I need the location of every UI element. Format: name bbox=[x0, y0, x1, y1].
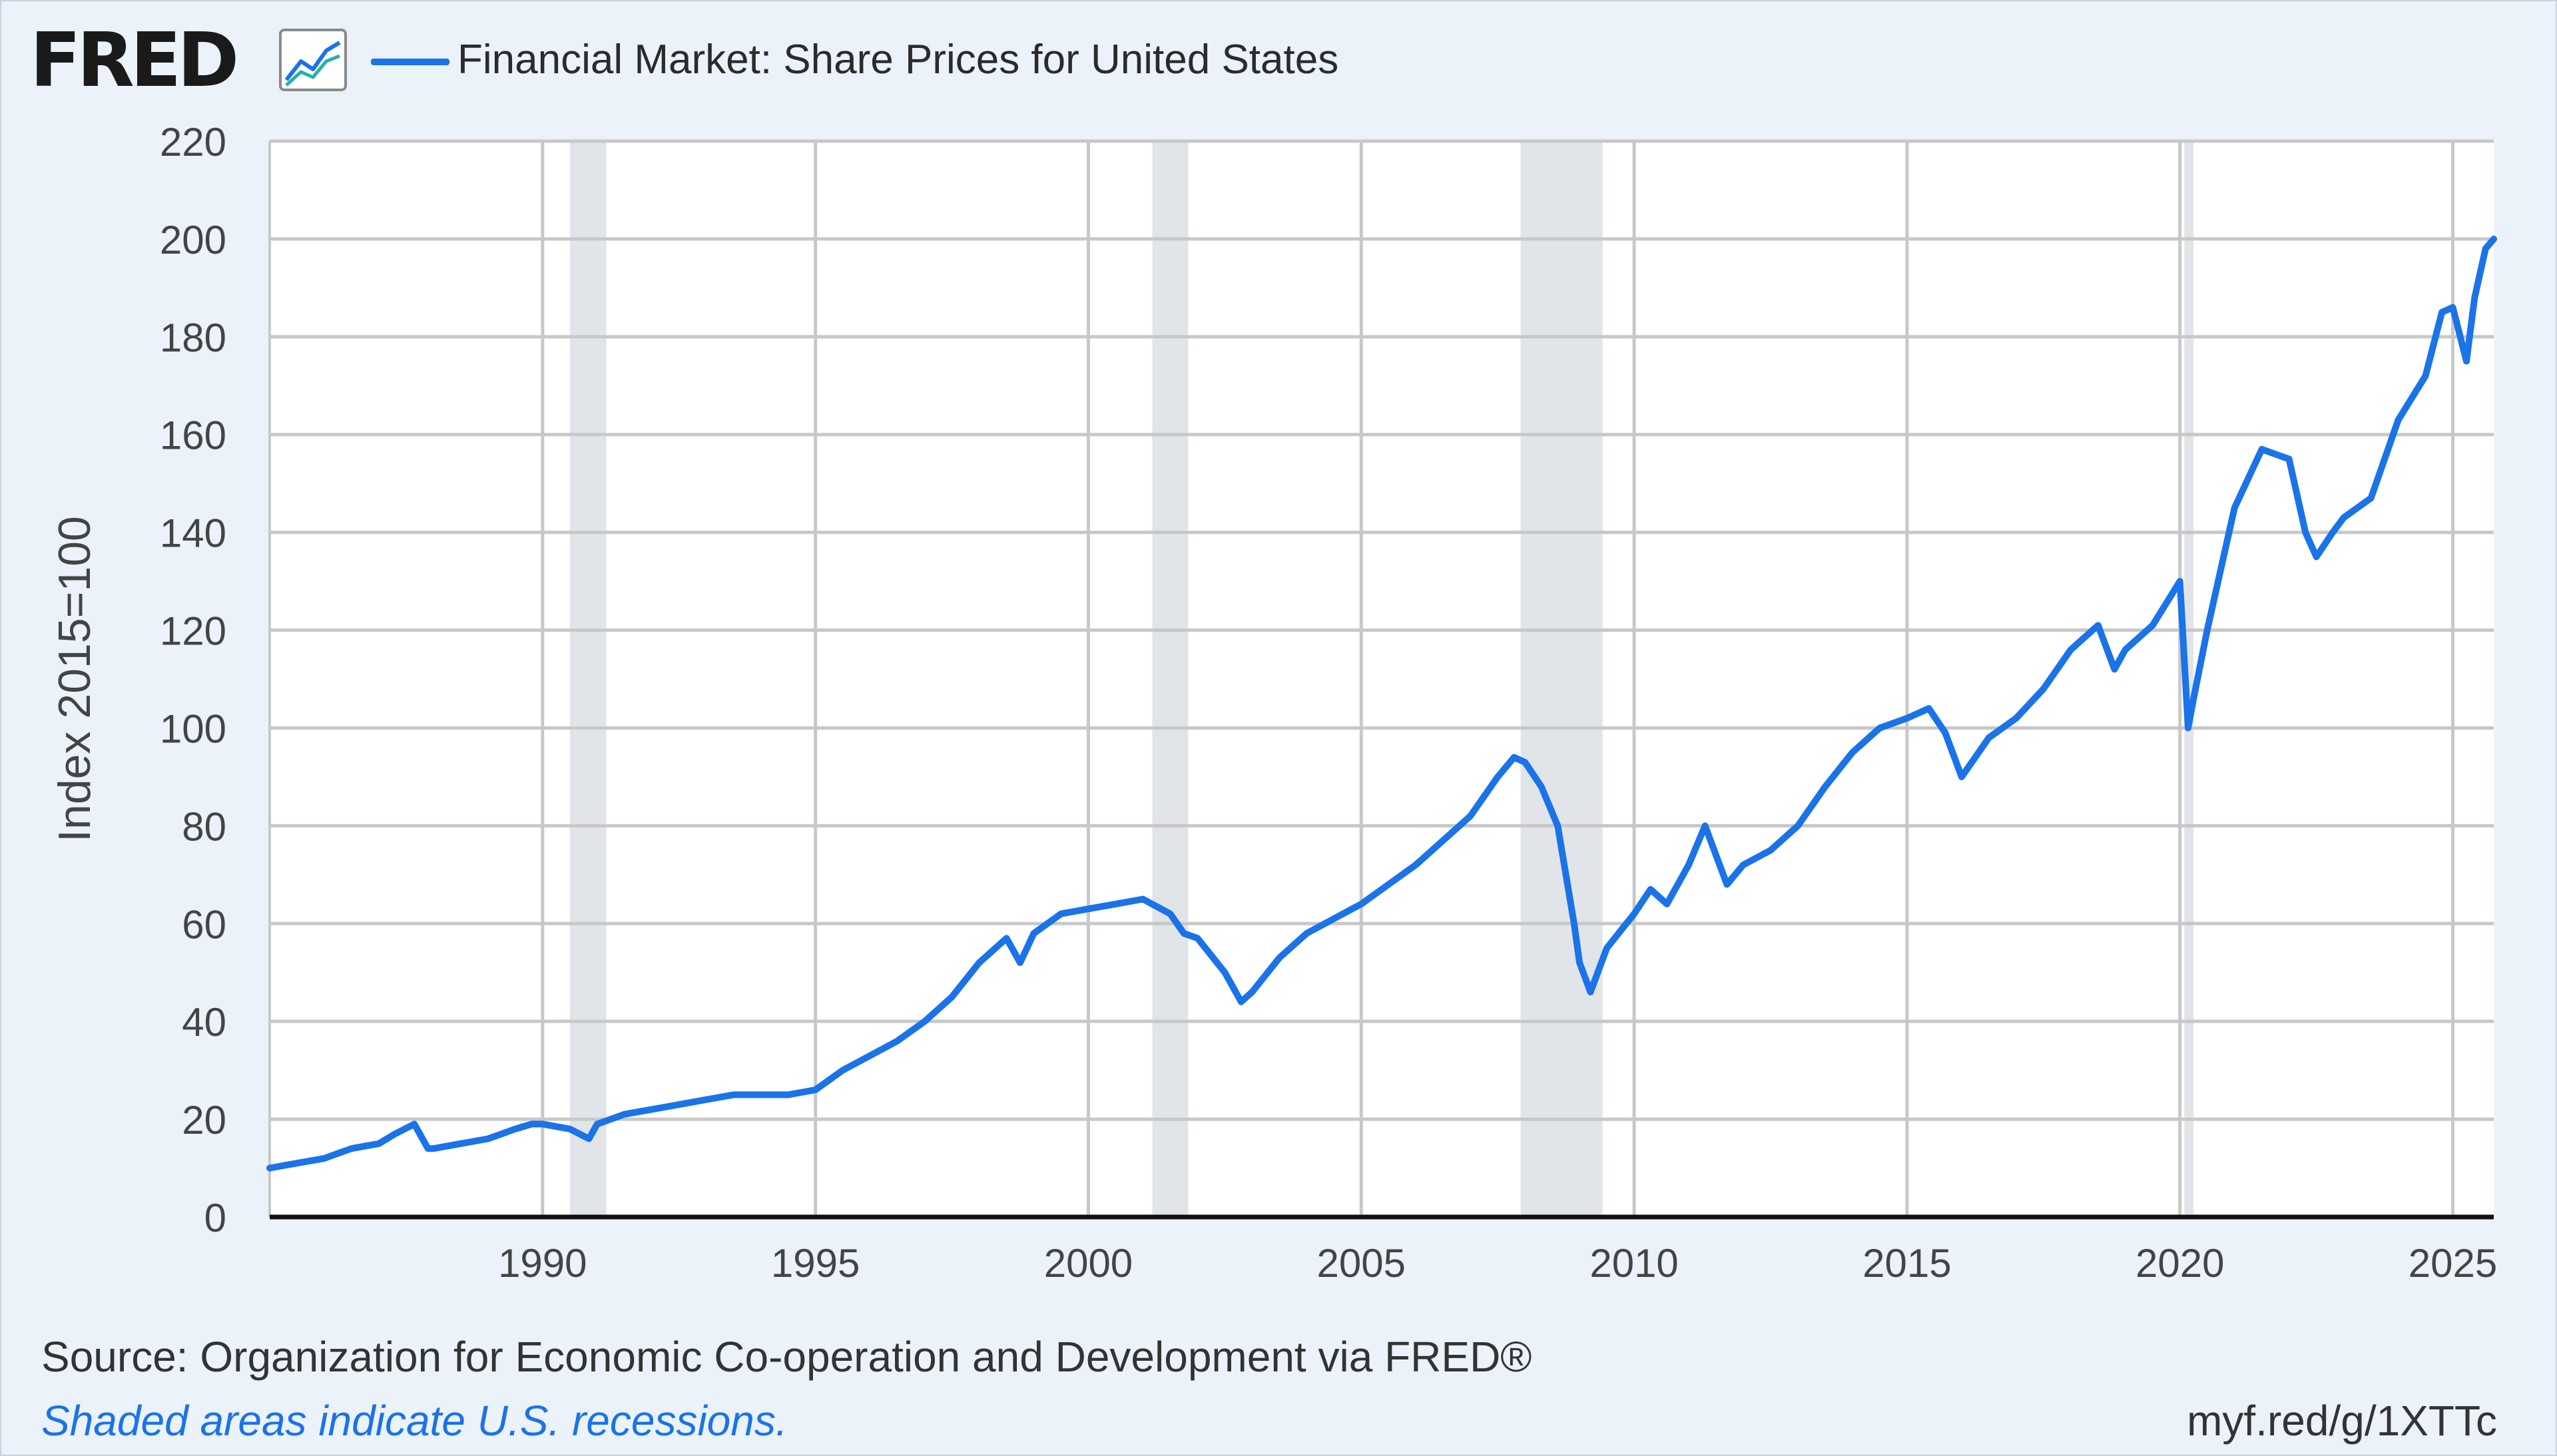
y-tick-label: 60 bbox=[182, 902, 226, 947]
series-line bbox=[266, 235, 2497, 1172]
x-tick-label: 2020 bbox=[2135, 1241, 2224, 1286]
y-tick-label: 20 bbox=[182, 1098, 226, 1142]
x-tick-label: 1990 bbox=[498, 1241, 587, 1286]
y-tick-label: 140 bbox=[160, 511, 226, 556]
recession-note: Shaded areas indicate U.S. recessions. bbox=[41, 1397, 788, 1445]
y-tick-label: 180 bbox=[160, 316, 226, 360]
y-axis-label: Index 2015=100 bbox=[49, 516, 100, 842]
legend-swatch bbox=[371, 59, 449, 65]
y-tick-label: 200 bbox=[160, 218, 226, 262]
line-chart: 0 20 40 60 80 100 120 140 160 180 200 220 1990 1995 20… bbox=[49, 120, 2497, 1286]
short-url-link[interactable]: myf.red/g/1XTTc bbox=[2187, 1397, 2497, 1445]
x-tick-label: 2015 bbox=[1862, 1241, 1951, 1286]
y-tick-label: 120 bbox=[160, 609, 226, 654]
source-note: Source: Organization for Economic Co-ope… bbox=[41, 1333, 1532, 1381]
x-tick-label: 2010 bbox=[1589, 1241, 1678, 1286]
y-tick-label: 40 bbox=[182, 1000, 226, 1045]
recession-shade bbox=[1152, 141, 1189, 1217]
x-tick-label: 2005 bbox=[1317, 1241, 1406, 1286]
x-tick-label: 2000 bbox=[1044, 1241, 1133, 1286]
legend-label: Financial Market: Share Prices for Unite… bbox=[457, 37, 1339, 83]
y-tick-label: 160 bbox=[160, 413, 226, 458]
y-tick-label: 100 bbox=[160, 706, 226, 751]
trend-line-chart-icon bbox=[279, 29, 347, 91]
recession-shade bbox=[2184, 141, 2194, 1217]
recession-shade bbox=[569, 141, 607, 1217]
x-tick-label: 1995 bbox=[771, 1241, 860, 1286]
y-tick-label: 220 bbox=[160, 120, 226, 164]
recession-shade bbox=[1520, 141, 1603, 1217]
y-tick-label: 80 bbox=[182, 804, 226, 849]
x-tick-label: 2025 bbox=[2409, 1241, 2497, 1286]
y-tick-label: 0 bbox=[204, 1196, 226, 1240]
plot-area bbox=[270, 141, 2494, 1217]
fred-logo[interactable]: FRED bbox=[30, 17, 239, 104]
